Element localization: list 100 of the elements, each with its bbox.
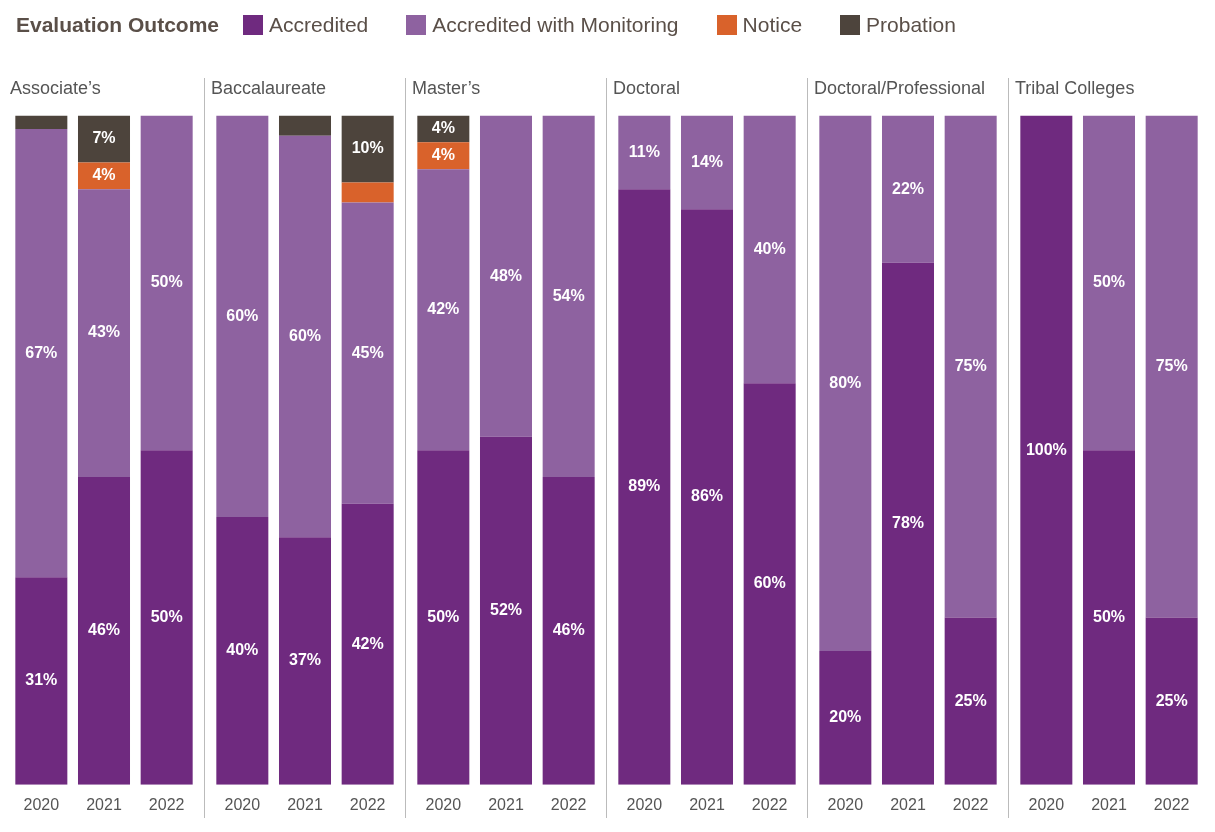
bar	[944, 115, 997, 618]
bar	[542, 476, 595, 785]
bar	[944, 617, 997, 785]
bar	[15, 115, 68, 129]
data-label: 50%	[150, 607, 183, 625]
data-label: 75%	[1155, 356, 1188, 374]
data-label: 48%	[489, 266, 523, 284]
bar	[680, 209, 734, 785]
data-label: 54%	[552, 286, 585, 304]
x-tick-label: 2022	[751, 795, 788, 813]
data-label: 11%	[628, 142, 660, 160]
legend-title: Evaluation Outcome	[16, 13, 220, 37]
data-label: 10%	[351, 139, 384, 157]
x-tick-label: 2021	[689, 795, 725, 813]
bar	[743, 115, 796, 384]
data-label: 43%	[87, 323, 121, 341]
bar	[819, 650, 872, 785]
bar	[479, 436, 533, 785]
legend-label: Notice	[742, 13, 803, 37]
data-label: 45%	[351, 343, 384, 361]
x-tick-label: 2020	[425, 795, 462, 813]
data-label: 7%	[92, 129, 116, 147]
x-tick-label: 2021	[1091, 795, 1127, 813]
data-label: 4%	[431, 146, 455, 164]
bar	[15, 577, 68, 785]
x-tick-label: 2022	[952, 795, 989, 813]
chart-title: Associate’s	[10, 77, 101, 98]
bar	[77, 189, 131, 477]
x-tick-label: 2020	[23, 795, 60, 813]
data-label: 25%	[954, 691, 987, 709]
chart-title: Tribal Colleges	[1015, 77, 1135, 98]
bar	[278, 135, 332, 538]
data-label: 42%	[351, 634, 384, 652]
bar	[341, 182, 394, 203]
data-label: 37%	[288, 651, 322, 669]
data-label: 89%	[628, 477, 661, 495]
bar	[618, 115, 671, 190]
x-tick-label: 2021	[890, 795, 926, 813]
bar	[77, 476, 131, 785]
bar	[278, 115, 332, 136]
x-tick-label: 2022	[1153, 795, 1190, 813]
chart-title: Doctoral/Professional	[814, 77, 986, 98]
data-label: 50%	[150, 273, 183, 291]
data-label: 100%	[1025, 440, 1067, 458]
legend-label: Accredited with Monitoring	[432, 13, 679, 37]
data-label: 20%	[829, 708, 862, 726]
bar	[15, 128, 68, 578]
data-label: 50%	[1092, 273, 1126, 291]
x-tick-label: 2020	[1028, 795, 1065, 813]
data-label: 50%	[1092, 607, 1126, 625]
x-tick-label: 2022	[148, 795, 185, 813]
bar	[216, 115, 269, 518]
bar	[881, 262, 935, 785]
bar	[341, 115, 394, 183]
data-label: 80%	[829, 373, 862, 391]
bar	[618, 189, 671, 785]
bar	[479, 115, 533, 437]
legend-label: Accredited	[269, 13, 369, 37]
bar	[77, 115, 131, 163]
data-label: 67%	[25, 343, 58, 361]
data-label: 60%	[753, 574, 786, 592]
x-tick-label: 2020	[224, 795, 261, 813]
x-tick-label: 2021	[488, 795, 524, 813]
x-tick-label: 2022	[550, 795, 587, 813]
bar	[216, 517, 269, 785]
chart-title: Baccalaureate	[211, 77, 327, 98]
x-tick-label: 2021	[287, 795, 323, 813]
bar	[140, 450, 193, 785]
data-label: 40%	[226, 641, 259, 659]
bar	[680, 115, 734, 210]
data-label: 78%	[891, 514, 925, 532]
x-tick-label: 2021	[86, 795, 122, 813]
data-label: 60%	[288, 326, 322, 344]
data-label: 75%	[954, 356, 987, 374]
data-label: 52%	[489, 601, 523, 619]
x-tick-label: 2020	[626, 795, 663, 813]
data-label: 60%	[226, 306, 259, 324]
data-label: 42%	[427, 300, 460, 318]
data-label: 14%	[690, 152, 724, 170]
data-label: 50%	[427, 607, 460, 625]
x-tick-label: 2022	[349, 795, 386, 813]
legend-label: Probation	[866, 13, 956, 37]
data-label: 46%	[87, 621, 121, 639]
bar	[140, 115, 193, 451]
data-label: 4%	[92, 166, 116, 184]
data-label: 86%	[690, 487, 724, 505]
bar	[278, 537, 332, 785]
bar	[819, 115, 872, 651]
bar	[341, 503, 394, 785]
data-label: 40%	[753, 239, 786, 257]
bar	[417, 450, 470, 785]
data-label: 31%	[25, 671, 58, 689]
bar	[341, 202, 394, 504]
bar	[881, 115, 935, 263]
data-label: 22%	[891, 179, 925, 197]
data-label: 25%	[1155, 691, 1188, 709]
x-tick-label: 2020	[827, 795, 864, 813]
bar	[417, 169, 470, 451]
bar	[542, 115, 595, 477]
data-label: 4%	[431, 119, 455, 137]
